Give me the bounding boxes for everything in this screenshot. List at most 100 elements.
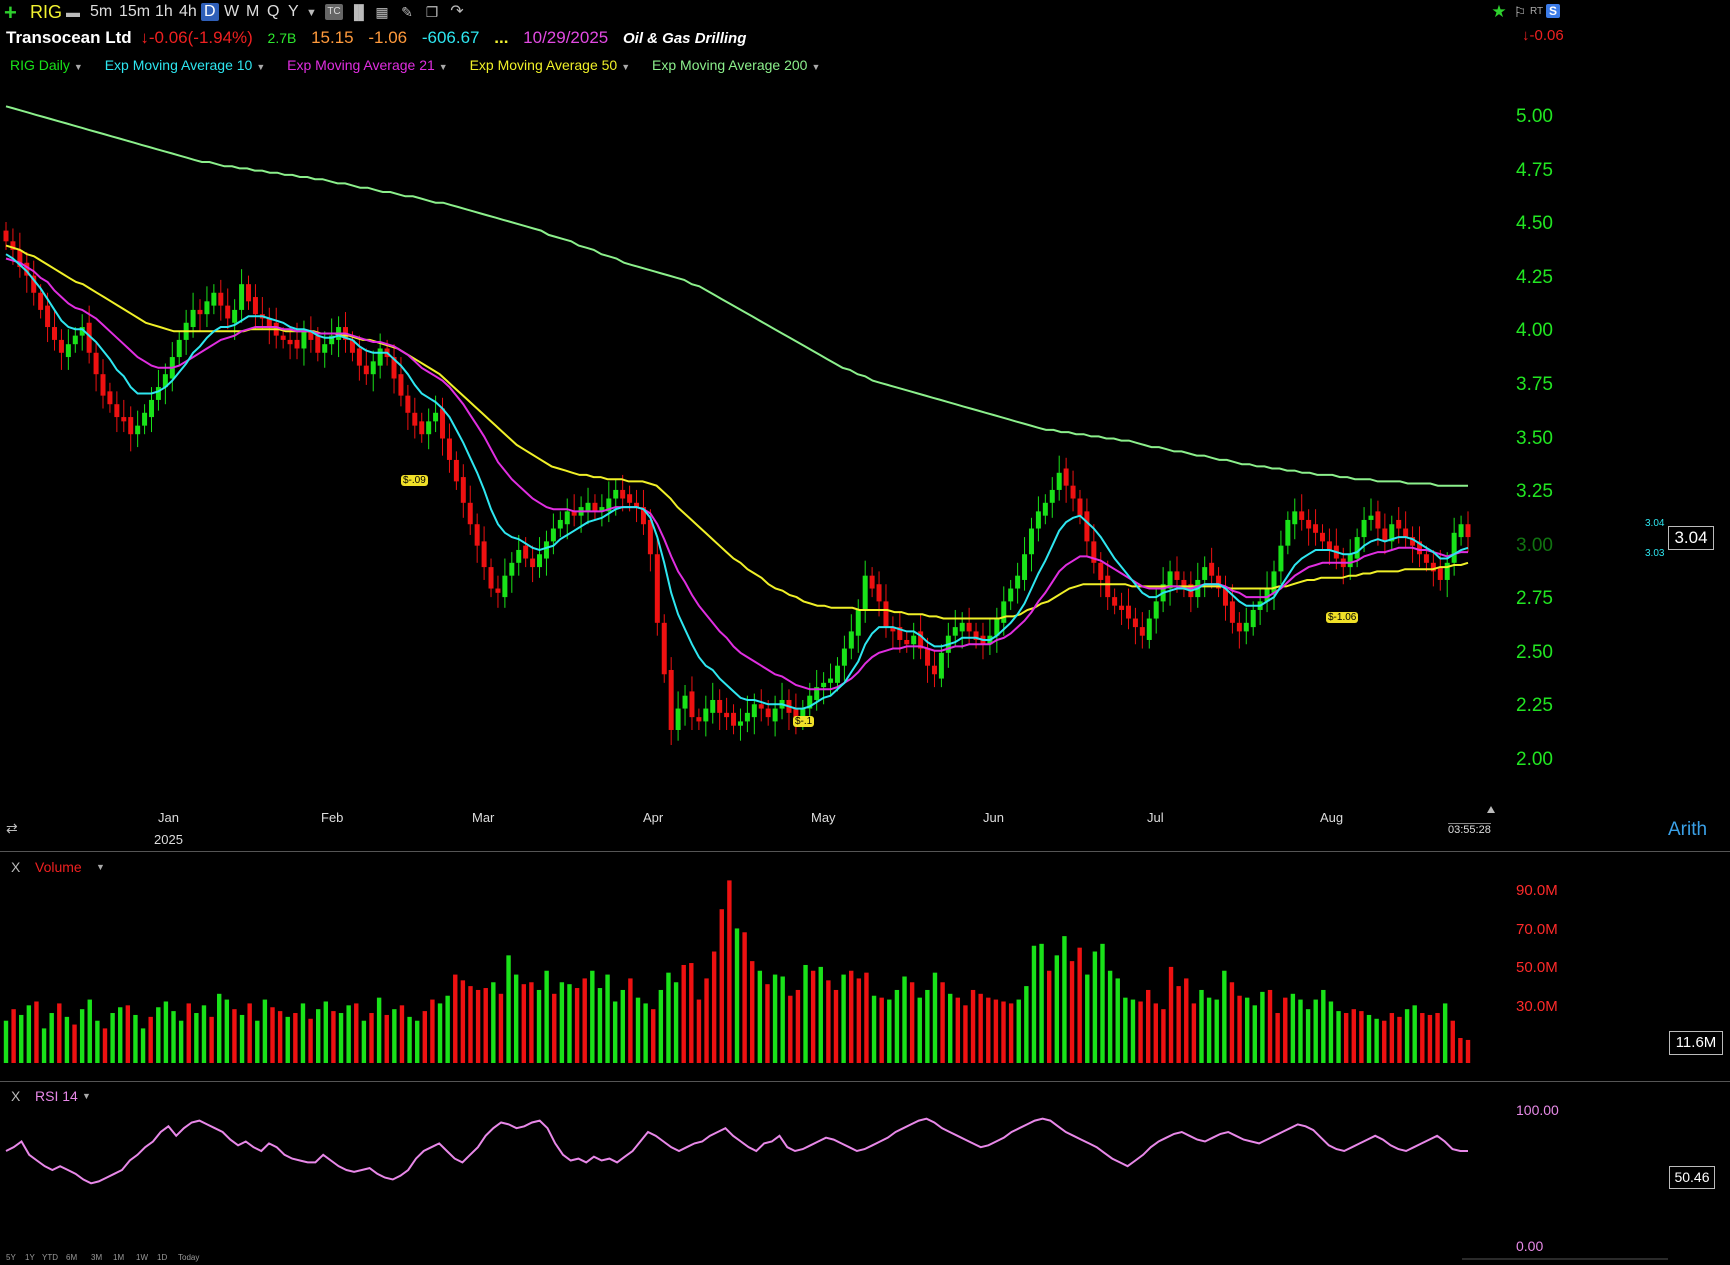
interval-4h[interactable]: 4h <box>179 3 197 20</box>
chevron-down-icon[interactable]: ▼ <box>73 62 83 72</box>
candle-body <box>550 528 556 542</box>
volume-title[interactable]: Volume <box>35 859 82 875</box>
volume-bar <box>1206 997 1212 1063</box>
scale-mode[interactable]: Arith <box>1668 819 1708 840</box>
add-icon[interactable]: + <box>4 0 17 25</box>
interval-d[interactable]: D <box>201 3 219 21</box>
volume-bar <box>1115 978 1120 1063</box>
dividend-marker[interactable]: $-1.06 <box>1326 612 1359 623</box>
candle-body <box>481 541 487 568</box>
candle-body <box>897 627 903 640</box>
flag-icon[interactable]: ⚐ <box>1513 4 1527 20</box>
volume-bar <box>742 932 747 1063</box>
candle-body <box>800 708 806 722</box>
candle-body <box>252 297 258 315</box>
range-1w[interactable]: 1W <box>136 1253 148 1262</box>
legend-ema200[interactable]: Exp Moving Average 200 ▼ <box>652 57 820 73</box>
volume-bar <box>163 1001 169 1063</box>
interval-15m[interactable]: 15m <box>119 3 151 20</box>
volume-bar <box>102 1028 108 1063</box>
chevron-down-icon[interactable]: ▼ <box>82 1091 91 1101</box>
legend-ema50[interactable]: Exp Moving Average 50 ▼ <box>470 57 631 73</box>
tc-icon[interactable]: TC <box>325 4 343 20</box>
market-cap: 2.7B <box>267 30 297 46</box>
chevron-down-icon[interactable]: ▼ <box>96 862 105 872</box>
calculator-icon[interactable]: ▦ <box>375 4 389 20</box>
volume-bar <box>1305 1009 1311 1063</box>
price-tick: 4.00 <box>1516 320 1553 341</box>
candle-body <box>72 335 78 345</box>
interval-1h[interactable]: 1h <box>155 3 173 20</box>
candle-body <box>1042 502 1048 516</box>
rsi-close-button[interactable]: X <box>11 1088 21 1104</box>
chevron-down-icon[interactable]: ▼ <box>621 62 631 72</box>
rsi-divider[interactable] <box>0 1081 1730 1082</box>
volume-bar <box>574 988 580 1063</box>
candle-body <box>1403 528 1409 538</box>
volume-bar <box>1130 999 1136 1063</box>
range-ytd[interactable]: YTD <box>42 1253 58 1262</box>
chevron-down-icon[interactable]: ▼ <box>256 62 266 72</box>
range-1y[interactable]: 1Y <box>25 1253 35 1262</box>
volume-bar <box>1244 997 1250 1063</box>
interval-m[interactable]: M <box>246 3 260 20</box>
candle-body <box>959 622 965 632</box>
candle-body <box>502 575 508 598</box>
s-badge[interactable]: S <box>1546 4 1561 18</box>
volume-bar <box>590 970 595 1063</box>
volume-divider[interactable] <box>0 851 1730 852</box>
range-5y[interactable]: 5Y <box>6 1253 16 1262</box>
volume-bar <box>1085 974 1090 1063</box>
month-label: Feb <box>321 810 344 825</box>
candle-body <box>31 275 37 293</box>
volume-bar <box>734 928 740 1063</box>
interval-w[interactable]: W <box>224 3 240 20</box>
candle-body <box>925 648 931 666</box>
bars-icon[interactable]: ▐▌ <box>349 4 369 20</box>
pencil-icon[interactable]: ✎ <box>401 4 413 20</box>
volume-bar <box>1328 1001 1334 1063</box>
candle-body <box>315 335 321 353</box>
rsi-title[interactable]: RSI 14 <box>35 1088 78 1104</box>
legend-ema21[interactable]: Exp Moving Average 21 ▼ <box>287 57 448 73</box>
volume-bar <box>643 1003 648 1063</box>
share-icon[interactable]: ↷ <box>450 3 464 20</box>
range-1d[interactable]: 1D <box>157 1253 168 1262</box>
candle-body <box>1465 524 1471 538</box>
legend-ema10[interactable]: Exp Moving Average 10 ▼ <box>105 57 266 73</box>
volume-bar <box>597 988 603 1063</box>
zoom-icon[interactable]: ⇄ <box>6 820 18 836</box>
industry[interactable]: Oil & Gas Drilling <box>623 30 747 47</box>
volume-bar <box>49 1013 54 1063</box>
chevron-down-icon[interactable]: ▼ <box>811 62 821 72</box>
chart-type-icon[interactable]: ▬ <box>66 4 80 20</box>
interval-q[interactable]: Q <box>267 3 280 20</box>
range-today[interactable]: Today <box>178 1253 200 1262</box>
layers-icon[interactable]: ❐ <box>425 4 439 20</box>
range-3m[interactable]: 3M <box>91 1253 103 1262</box>
candle-body <box>814 687 820 700</box>
dividend-marker[interactable]: $-.1 <box>793 716 815 727</box>
chevron-down-icon[interactable]: ▼ <box>438 62 448 72</box>
volume-bar <box>224 999 230 1063</box>
volume-bar <box>475 989 481 1063</box>
range-1m[interactable]: 1M <box>113 1253 125 1262</box>
candle-body <box>460 477 466 503</box>
interval-5m[interactable]: 5m <box>90 3 113 20</box>
volume-bar <box>909 982 915 1063</box>
legend-daily[interactable]: RIG Daily ▼ <box>10 57 83 73</box>
dividend-marker[interactable]: $-.09 <box>401 475 428 486</box>
symbol-input[interactable]: RIG <box>30 2 63 22</box>
down-arrow-icon: ↓ <box>140 28 149 47</box>
volume-close-button[interactable]: X <box>11 859 21 875</box>
candle-body <box>204 301 210 315</box>
star-icon[interactable]: ★ <box>1491 2 1507 21</box>
candle-body <box>58 339 64 353</box>
candle-body <box>1326 541 1332 550</box>
candle-body <box>793 708 799 722</box>
interval-y[interactable]: Y <box>288 3 299 20</box>
range-6m[interactable]: 6M <box>66 1253 78 1262</box>
volume-bar <box>970 989 976 1063</box>
interval-dropdown-icon[interactable]: ▼ <box>306 7 317 19</box>
